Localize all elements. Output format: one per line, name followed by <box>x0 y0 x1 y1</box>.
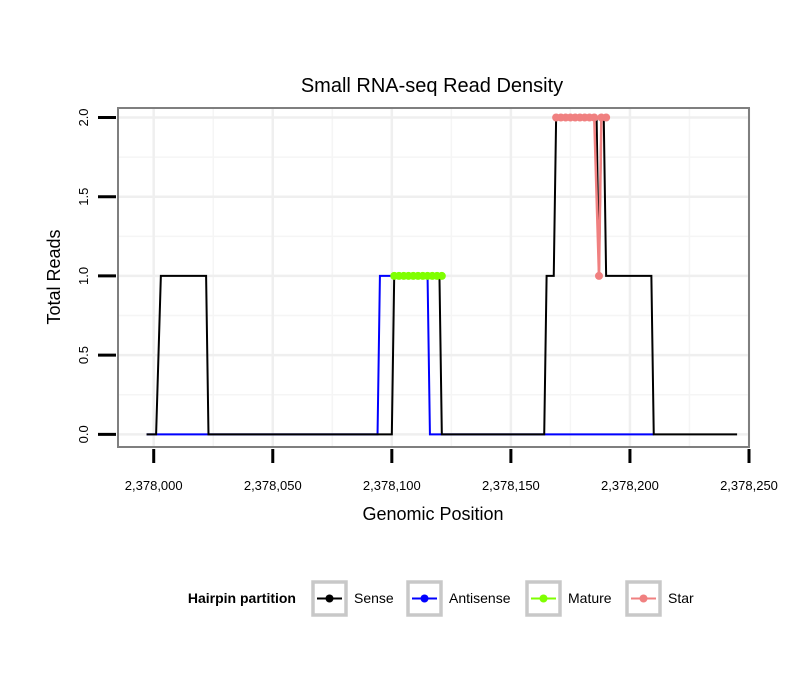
chart-title: Small RNA-seq Read Density <box>301 75 563 97</box>
x-tick-label: 2,378,050 <box>244 478 302 493</box>
x-tick-label: 2,378,200 <box>601 478 659 493</box>
series-line-sense <box>146 116 738 436</box>
legend-label-sense: Sense <box>354 590 394 606</box>
legend-key-point <box>420 594 429 603</box>
data-point-star <box>602 113 611 122</box>
series-star <box>552 113 611 280</box>
y-tick-label: 0.5 <box>76 346 91 364</box>
y-tick-label: 2.0 <box>76 108 91 126</box>
y-tick-label: 1.0 <box>76 267 91 285</box>
legend-key-point <box>639 594 648 603</box>
legend-label-star: Star <box>668 590 694 606</box>
x-tick-label: 2,378,100 <box>363 478 421 493</box>
legend-item-antisense: Antisense <box>406 580 511 617</box>
axes: 2,378,000 2,378,050 2,378,100 2,378,150 2,37… <box>76 108 778 493</box>
y-tick-label: 0.0 <box>76 425 91 443</box>
series-sense <box>146 116 738 436</box>
legend-label-mature: Mature <box>568 590 612 606</box>
legend-item-star: Star <box>625 580 694 617</box>
legend-key-point <box>539 594 548 603</box>
legend-title: Hairpin partition <box>188 590 296 606</box>
series-mature <box>390 271 446 280</box>
x-tick-label: 2,378,150 <box>482 478 540 493</box>
legend-key-point <box>325 594 334 603</box>
x-axis-title: Genomic Position <box>362 504 503 524</box>
x-tick-label: 2,378,250 <box>720 478 778 493</box>
data-series <box>146 113 738 436</box>
data-point-mature <box>437 271 446 280</box>
y-tick-label: 1.5 <box>76 188 91 206</box>
legend: Sense Antisense Mature Star Hairpin partitio… <box>188 580 694 617</box>
y-axis-title: Total Reads <box>44 229 64 324</box>
data-point-star <box>590 113 599 122</box>
x-tick-label: 2,378,000 <box>125 478 183 493</box>
legend-item-mature: Mature <box>525 580 612 617</box>
legend-label-antisense: Antisense <box>449 590 511 606</box>
legend-item-sense: Sense <box>311 580 394 617</box>
data-point-star <box>594 271 603 280</box>
plot-border <box>117 107 750 448</box>
